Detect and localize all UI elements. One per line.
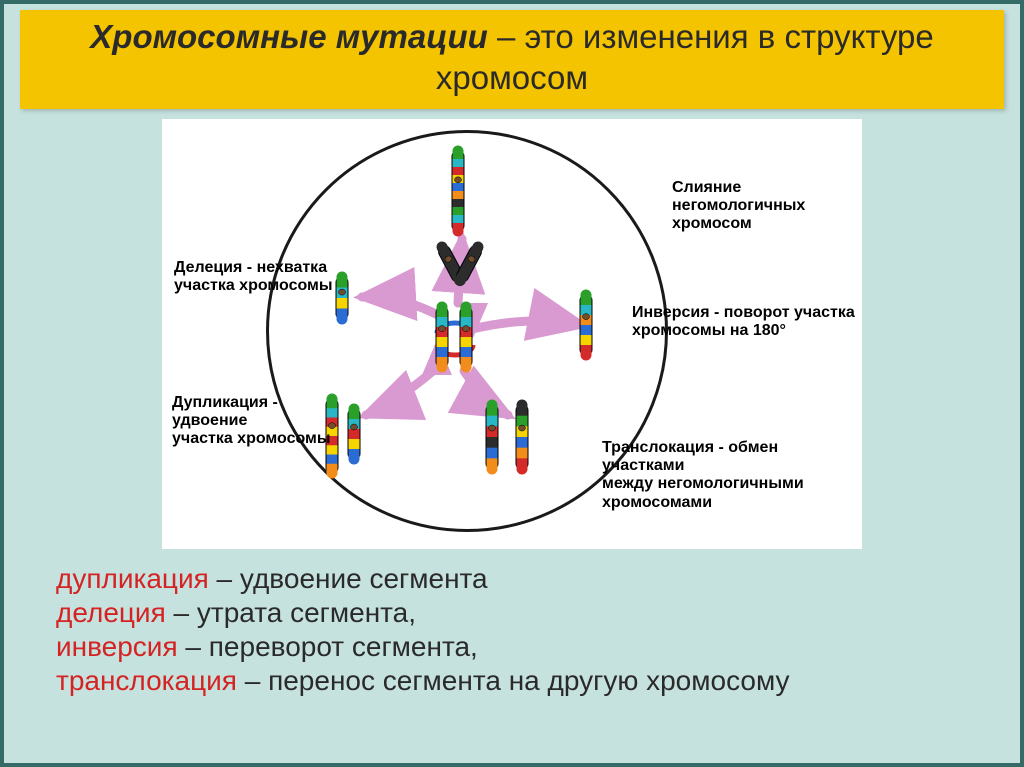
term: дупликация <box>56 563 209 594</box>
def: – удвоение сегмента <box>209 563 488 594</box>
list-item: дупликация – удвоение сегмента <box>56 563 1020 595</box>
label-deletion: Делеция - нехваткаучастка хромосомы <box>174 259 333 296</box>
list-item: инверсия – переворот сегмента, <box>56 631 1020 663</box>
title-box: Хромосомные мутации – это изменения в ст… <box>20 10 1004 109</box>
def: – перенос сегмента на другую хромосому <box>237 665 790 696</box>
list-item: транслокация – перенос сегмента на другу… <box>56 665 1020 697</box>
term: инверсия <box>56 631 178 662</box>
diagram-container: Слияние негомологичныххромосом Делеция -… <box>4 119 1020 549</box>
label-inversion: Инверсия - поворот участкахромосомы на 1… <box>632 304 855 341</box>
term: транслокация <box>56 665 237 696</box>
term: делеция <box>56 597 166 628</box>
list-item: делеция – утрата сегмента, <box>56 597 1020 629</box>
label-fusion: Слияние негомологичныххромосом <box>672 179 862 234</box>
def: – утрата сегмента, <box>166 597 416 628</box>
title-rest: – это изменения в структуре хромосом <box>436 18 934 96</box>
slide: Хромосомные мутации – это изменения в ст… <box>0 0 1024 767</box>
title-prefix: Хромосомные мутации <box>90 18 488 55</box>
diagram: Слияние негомологичныххромосом Делеция -… <box>162 119 862 549</box>
label-duplication: Дупликация -удвоениеучастка хромосомы <box>172 394 331 449</box>
title-text: Хромосомные мутации – это изменения в ст… <box>40 16 984 99</box>
def: – переворот сегмента, <box>178 631 478 662</box>
label-transloc: Транслокация - обмен участкамимежду него… <box>602 439 862 513</box>
definitions-list: дупликация – удвоение сегмента делеция –… <box>56 563 1020 697</box>
